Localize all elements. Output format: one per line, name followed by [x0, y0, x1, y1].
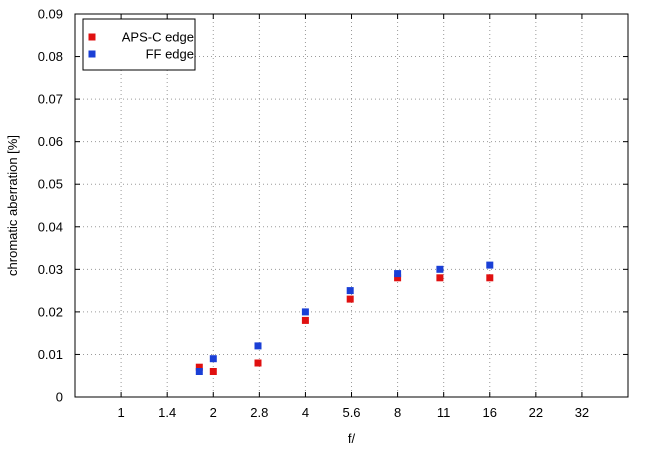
data-point-aps-c	[394, 274, 402, 282]
x-tick-label: 32	[575, 405, 589, 420]
data-points	[195, 261, 494, 375]
x-tick-label: 1.4	[158, 405, 176, 420]
y-tick-label: 0.01	[38, 347, 63, 362]
legend-label-aps-c: APS-C edge	[122, 30, 194, 45]
y-axis-title: chromatic aberration [%]	[5, 135, 20, 276]
x-axis-title: f/	[348, 431, 356, 446]
y-tick-label: 0.04	[38, 219, 63, 234]
x-tick-label: 2	[210, 405, 217, 420]
legend-marker-aps-c	[88, 33, 96, 41]
data-point-aps-c	[254, 359, 262, 367]
x-tick-labels: 1 1.4 2 2.8 4 5.6 8 11 16 22 32	[117, 405, 589, 420]
y-tick-label: 0.08	[38, 49, 63, 64]
legend-label-ff: FF edge	[146, 47, 194, 62]
data-point-aps-c	[195, 363, 203, 371]
data-point-ff	[436, 265, 444, 273]
y-tick-label: 0.05	[38, 177, 63, 192]
data-point-ff	[346, 287, 354, 295]
data-point-ff	[486, 261, 494, 269]
axis-ticks	[75, 13, 628, 398]
x-tick-label: 22	[529, 405, 543, 420]
data-point-ff	[195, 368, 203, 375]
legend-box	[82, 18, 196, 71]
x-tick-label: 8	[394, 405, 401, 420]
y-tick-label: 0.07	[38, 92, 63, 107]
plot-frame	[74, 13, 629, 398]
legend-marker-ff	[88, 50, 96, 58]
data-point-ff	[394, 270, 402, 278]
data-point-ff	[301, 308, 309, 316]
data-point-ff	[209, 355, 217, 363]
x-tick-label: 4	[302, 405, 309, 420]
x-tick-label: 2.8	[250, 405, 268, 420]
data-point-aps-c	[436, 274, 444, 282]
data-point-aps-c	[301, 316, 309, 324]
data-point-aps-c	[486, 274, 494, 282]
data-point-ff	[254, 342, 262, 350]
legend: APS-C edge FF edge	[82, 18, 196, 71]
y-tick-label: 0.03	[38, 262, 63, 277]
data-point-aps-c	[209, 368, 217, 375]
x-tick-label: 1	[117, 405, 124, 420]
data-point-aps-c	[346, 295, 354, 303]
grid-lines	[75, 14, 628, 397]
y-tick-labels: 0 0.01 0.02 0.03 0.04 0.05 0.06 0.07 0.08 0.09	[38, 7, 63, 405]
y-tick-label: 0	[56, 390, 63, 405]
y-tick-label: 0.09	[38, 7, 63, 22]
x-tick-label: 16	[483, 405, 497, 420]
x-tick-label: 11	[437, 405, 451, 420]
x-tick-label: 5.6	[342, 405, 360, 420]
y-tick-label: 0.06	[38, 134, 63, 149]
y-tick-label: 0.02	[38, 304, 63, 319]
